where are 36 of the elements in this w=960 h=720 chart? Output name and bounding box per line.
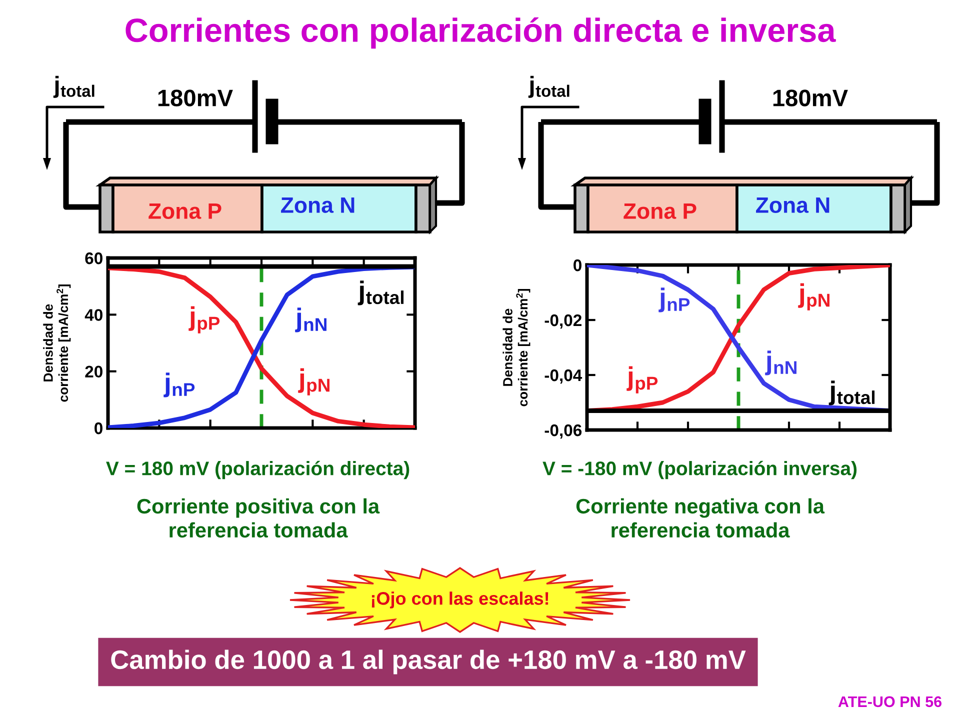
y-axis-title: Densidad de corriente [mA/cm$^{2}$] <box>43 284 71 402</box>
text: Corriente positiva con la referencia tomada <box>137 498 380 538</box>
text: 180mV <box>158 90 233 106</box>
chart-title: Corrientes con polarización directa e inversa <box>126 17 836 49</box>
text: ATE-UO PN 56 <box>838 696 942 708</box>
annotation: j$_{nN}$ <box>295 308 326 332</box>
y-tick-label: -0,02 <box>544 314 582 329</box>
text: Zona N <box>756 197 830 213</box>
text: Corriente negativa con la referencia tomada <box>576 498 825 538</box>
y-tick-label: 60 <box>85 252 102 264</box>
annotation: j$_{nP}$ <box>164 372 195 398</box>
y-axis-title: Densidad de corriente [mA/cm$^{2}$] <box>502 289 530 406</box>
y-tick-label: 40 <box>84 309 102 321</box>
text: Cambio de 1000 a 1 al pasar de +180 mV a -180 mV <box>111 650 746 674</box>
text: j$_{total}$ <box>53 76 94 98</box>
text: Zona N <box>281 197 354 213</box>
annotation: j$_{pN}$ <box>298 368 330 396</box>
text: Zona P <box>148 203 222 219</box>
y-tick-label: 0 <box>574 259 582 272</box>
y-tick-label: -0,06 <box>544 424 582 439</box>
annotation: j$_{total}$ <box>828 380 875 406</box>
annotation: j$_{pP}$ <box>626 366 658 394</box>
text: V = -180 mV (polarización inversa) <box>542 460 857 480</box>
y-tick-label: 20 <box>85 366 102 378</box>
y-tick-label: 0 <box>94 422 102 434</box>
annotation: j$_{nP}$ <box>658 288 690 312</box>
annotation: j$_{pP}$ <box>188 306 220 334</box>
text: V = 180 mV (polarización directa) <box>106 460 410 480</box>
text: ¡Ojo con las escalas! <box>372 592 548 608</box>
text: 180mV <box>773 90 848 106</box>
y-tick-label: -0,04 <box>544 369 582 384</box>
text: Zona P <box>624 203 696 219</box>
annotation: j$_{pN}$ <box>798 283 830 310</box>
text: j$_{total}$ <box>528 76 570 98</box>
annotation: j$_{total}$ <box>358 280 404 306</box>
annotation: j$_{nN}$ <box>765 350 796 376</box>
